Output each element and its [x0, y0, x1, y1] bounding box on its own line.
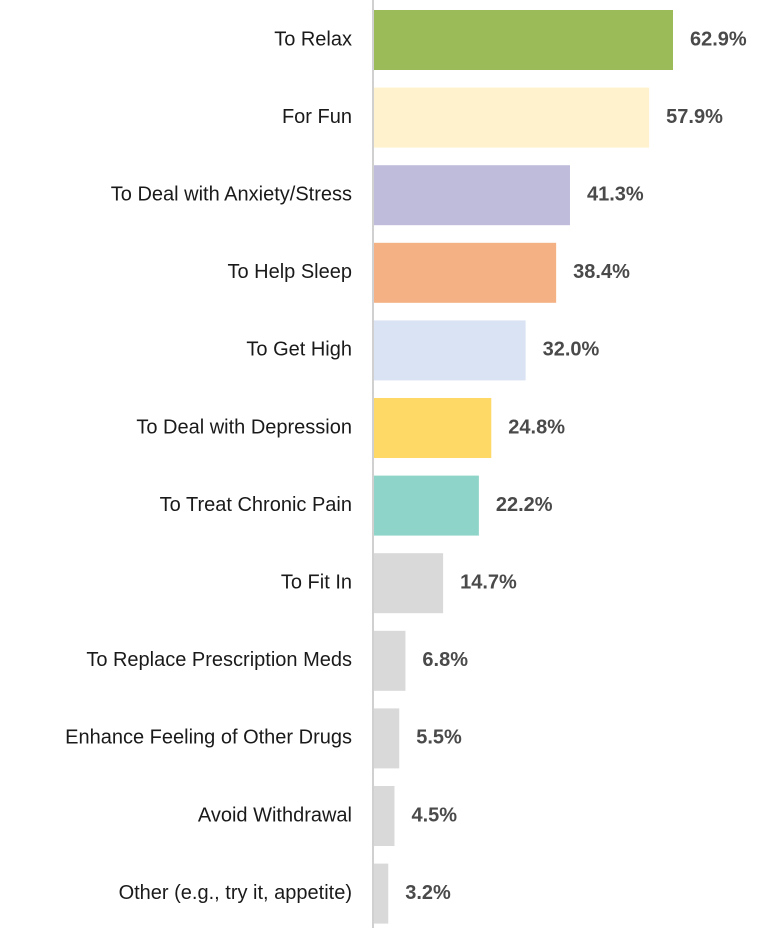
value-label: 62.9%	[690, 28, 747, 50]
category-label: To Help Sleep	[227, 261, 352, 283]
value-label: 41.3%	[587, 183, 644, 205]
bar-8	[373, 553, 444, 614]
category-label: Enhance Feeling of Other Drugs	[65, 727, 352, 749]
value-label: 6.8%	[422, 649, 468, 671]
value-label: 32.0%	[543, 339, 600, 361]
category-label: For Fun	[282, 106, 352, 128]
value-label: 38.4%	[573, 261, 630, 283]
value-label: 3.2%	[405, 882, 451, 904]
value-labels-layer: 62.9% 57.9% 41.3% 38.4% 32.0% 24.8% 22.2% 14.7%…	[405, 28, 747, 904]
category-label: To Treat Chronic Pain	[160, 494, 352, 516]
category-label: Avoid Withdrawal	[198, 804, 352, 826]
bar-1	[373, 10, 673, 70]
value-label: 5.5%	[416, 727, 462, 749]
category-label: To Get High	[246, 339, 352, 361]
bar-5	[373, 320, 526, 381]
bar-3	[373, 165, 570, 226]
bar-10	[373, 708, 400, 769]
bar-4	[373, 242, 557, 303]
bar-9	[373, 630, 406, 691]
bar-2	[373, 87, 650, 148]
bar-11	[373, 786, 395, 846]
category-label: To Fit In	[281, 571, 352, 593]
bar-12	[373, 863, 389, 924]
category-label: To Replace Prescription Meds	[86, 649, 352, 671]
category-label: Other (e.g., try it, appetite)	[119, 882, 352, 904]
category-label: To Deal with Depression	[136, 416, 352, 438]
value-label: 4.5%	[411, 804, 457, 826]
category-label: To Deal with Anxiety/Stress	[111, 183, 352, 205]
bar-6	[373, 398, 492, 458]
bars-layer	[373, 10, 673, 924]
category-labels-layer: To Relax For Fun To Deal with Anxiety/Stre…	[65, 28, 352, 904]
value-label: 22.2%	[496, 494, 553, 516]
value-label: 24.8%	[508, 416, 565, 438]
value-label: 14.7%	[460, 571, 517, 593]
bar-7	[373, 475, 479, 536]
category-label: To Relax	[274, 28, 352, 50]
value-label: 57.9%	[666, 106, 723, 128]
